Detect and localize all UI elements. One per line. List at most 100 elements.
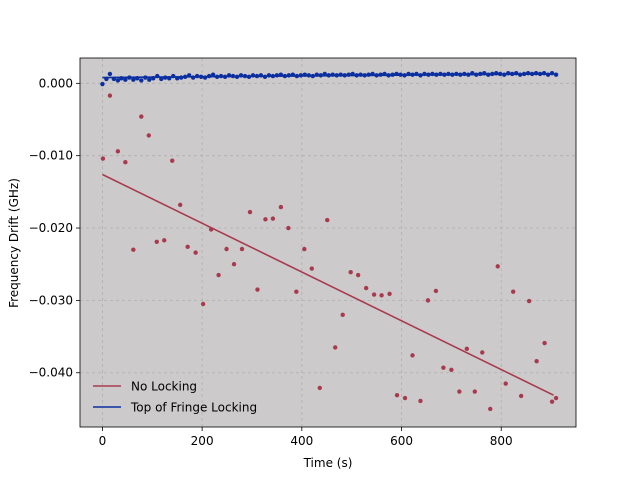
data-point — [378, 72, 383, 77]
data-point — [470, 70, 475, 76]
data-point — [263, 217, 268, 222]
data-point — [306, 73, 312, 78]
data-point — [422, 71, 427, 77]
data-point — [426, 72, 431, 77]
data-point — [472, 389, 478, 394]
data-point — [425, 298, 431, 303]
data-point — [338, 72, 343, 77]
data-point — [446, 71, 451, 77]
data-point — [247, 209, 253, 215]
data-point — [198, 74, 204, 80]
data-point — [517, 72, 523, 77]
data-point — [290, 72, 296, 77]
data-point — [498, 71, 503, 77]
data-point — [414, 71, 419, 77]
data-point — [510, 289, 516, 294]
y-tick-label: −0.040 — [29, 366, 73, 380]
data-point — [214, 74, 220, 80]
data-points — [100, 70, 559, 412]
data-point — [230, 73, 236, 79]
y-tick-label: 0.000 — [39, 76, 73, 90]
data-point — [326, 73, 331, 78]
data-point — [119, 76, 124, 81]
data-point — [100, 156, 106, 161]
x-tick-label: 800 — [490, 434, 513, 448]
data-point — [457, 389, 462, 394]
data-point — [486, 72, 491, 77]
data-point — [155, 73, 160, 79]
data-point — [340, 312, 345, 318]
data-point — [330, 72, 335, 77]
data-point — [478, 71, 483, 77]
data-point — [246, 74, 252, 80]
data-point — [202, 75, 208, 80]
data-point — [410, 72, 415, 77]
data-point — [533, 70, 539, 76]
data-point — [394, 71, 399, 77]
data-point — [218, 73, 224, 79]
x-tick-label: 400 — [290, 434, 313, 448]
data-point — [131, 247, 136, 252]
data-point — [402, 73, 407, 78]
data-point — [370, 71, 375, 77]
data-point — [294, 289, 299, 294]
data-point — [354, 73, 359, 78]
data-point — [382, 71, 387, 77]
data-point — [350, 71, 355, 77]
data-point — [302, 246, 307, 252]
data-point — [193, 250, 198, 255]
data-point — [231, 262, 237, 267]
data-point — [167, 76, 172, 81]
data-point — [458, 72, 463, 77]
data-point — [549, 399, 555, 404]
data-point — [104, 76, 109, 82]
grid-layer — [80, 58, 576, 427]
data-point — [238, 73, 244, 78]
data-point — [222, 74, 228, 80]
data-point — [123, 159, 128, 165]
data-point — [542, 340, 547, 346]
x-tick-label: 200 — [191, 434, 214, 448]
data-point — [480, 350, 485, 355]
data-point — [363, 285, 369, 291]
data-point — [502, 72, 507, 77]
data-point — [434, 72, 439, 77]
data-point — [278, 72, 284, 77]
data-point — [449, 367, 454, 373]
data-point — [318, 73, 323, 78]
data-point — [139, 114, 144, 119]
data-point — [490, 71, 495, 77]
data-point — [200, 301, 206, 307]
data-point — [342, 73, 347, 78]
data-point — [387, 291, 392, 297]
data-point — [302, 72, 308, 77]
data-point — [242, 73, 248, 79]
data-point — [454, 71, 459, 77]
data-point — [529, 71, 535, 77]
data-point — [178, 75, 184, 80]
data-point — [386, 73, 391, 78]
data-point — [255, 287, 260, 292]
data-point — [317, 385, 322, 391]
legend-label: No Locking — [131, 380, 197, 394]
data-point — [154, 239, 159, 244]
data-point — [151, 76, 156, 81]
data-point — [509, 71, 515, 77]
plot-frame — [79, 57, 577, 428]
data-point — [346, 72, 351, 77]
data-point — [362, 73, 367, 78]
data-point — [309, 266, 314, 271]
data-point — [194, 73, 200, 79]
data-point — [258, 73, 264, 78]
data-point — [274, 73, 280, 78]
data-point — [270, 216, 276, 221]
data-point — [210, 72, 216, 77]
data-point — [366, 72, 371, 77]
data-point — [394, 392, 400, 398]
data-point — [159, 76, 164, 82]
data-point — [182, 74, 188, 80]
data-point — [325, 217, 330, 223]
x-axis-label: Time (s) — [303, 456, 353, 470]
data-point — [549, 70, 555, 76]
